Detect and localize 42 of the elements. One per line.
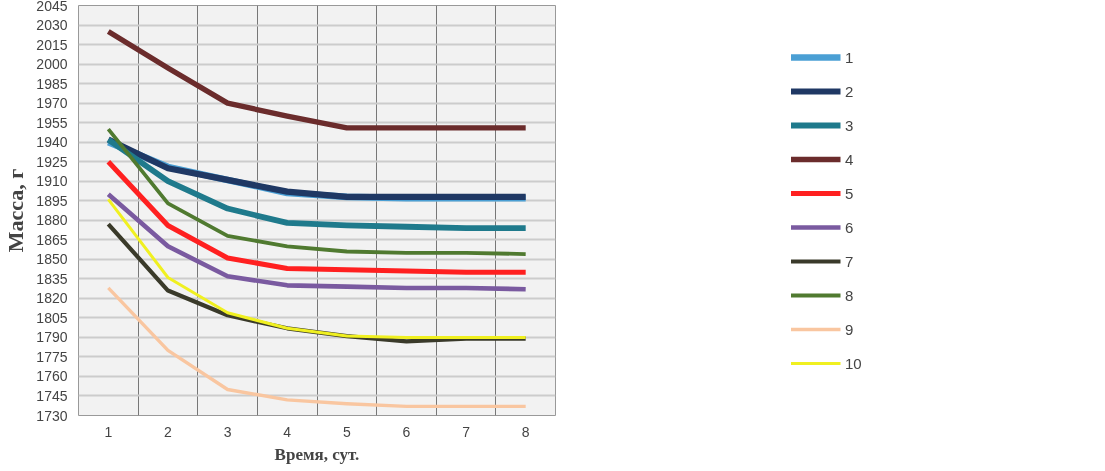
y-tick-label: 1745 (36, 387, 68, 404)
legend-label: 4 (845, 150, 855, 168)
y-tick-label: 1955 (36, 114, 68, 131)
y-tick-label: 2015 (36, 36, 68, 53)
legend-label: 6 (845, 218, 855, 236)
y-tick-label: 1820 (36, 290, 68, 307)
y-axis-title: Масса, г (3, 168, 29, 253)
y-tick-label: 1790 (36, 329, 68, 346)
y-tick-label: 1895 (36, 192, 68, 209)
x-tick-label: 6 (402, 423, 411, 440)
x-tick-label: 7 (462, 423, 471, 440)
legend-label: 3 (845, 116, 855, 134)
y-tick-label: 1835 (36, 270, 68, 287)
y-tick-label: 1865 (36, 231, 68, 248)
y-tick-label: 1910 (36, 173, 68, 190)
y-tick-label: 1970 (36, 95, 68, 112)
y-tick-label: 2030 (36, 17, 68, 34)
x-tick-label: 3 (223, 423, 232, 440)
y-tick-label: 1805 (36, 309, 68, 326)
x-axis-title: Время, сут. (274, 444, 360, 464)
x-tick-label: 5 (342, 423, 351, 440)
legend-label: 8 (845, 286, 855, 304)
legend-label: 5 (845, 184, 855, 202)
y-tick-label: 1730 (36, 407, 68, 424)
y-tick-label: 1985 (36, 75, 68, 92)
y-tick-label: 1760 (36, 368, 68, 385)
legend-label: 10 (845, 354, 863, 372)
legend-label: 7 (845, 252, 855, 270)
x-tick-label: 4 (283, 423, 292, 440)
x-tick-label: 1 (104, 423, 113, 440)
legend-label: 1 (845, 48, 855, 66)
y-tick-label: 1850 (36, 251, 68, 268)
legend-label: 2 (845, 82, 855, 100)
legend-label: 9 (845, 320, 855, 338)
x-tick-label: 8 (521, 423, 530, 440)
x-tick-label: 2 (164, 423, 173, 440)
y-tick-label: 1880 (36, 212, 68, 229)
y-tick-label: 1925 (36, 153, 68, 170)
y-tick-label: 2045 (36, 0, 68, 14)
y-tick-label: 1940 (36, 134, 68, 151)
y-tick-label: 2000 (36, 56, 68, 73)
y-tick-label: 1775 (36, 348, 68, 365)
